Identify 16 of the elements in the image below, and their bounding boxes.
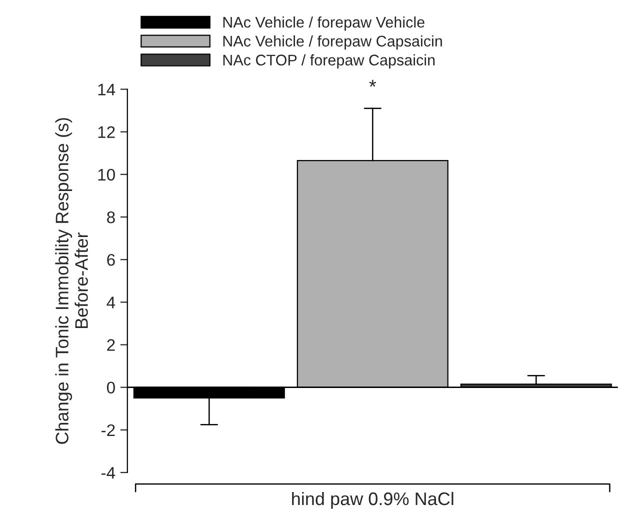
y-tick-label: 4 [106, 296, 116, 308]
y-tick-label: 6 [107, 254, 115, 266]
y-tick-label: -4 [102, 467, 116, 479]
legend-label: NAc CTOP / forepaw Capsaicin [223, 54, 435, 69]
y-tick-label: 14 [98, 84, 116, 96]
y-tick-label: 10 [98, 168, 115, 181]
y-tick-label: 8 [107, 211, 115, 224]
x-axis-title: hind paw 0.9% NaCl [292, 492, 454, 509]
legend-label: NAc Vehicle / forepaw Capsaicin [223, 35, 442, 50]
y-axis-title: Change in Tonic Immobility Response (s) Before-After [55, 118, 88, 444]
legend-label: NAc Vehicle / forepaw Vehicle [223, 16, 424, 31]
y-tick-label: 0 [106, 382, 115, 394]
text: * [369, 80, 376, 87]
y-tick-label: 2 [107, 339, 115, 351]
y-tick-label: 12 [98, 126, 115, 138]
y-tick-label: -2 [102, 424, 115, 436]
